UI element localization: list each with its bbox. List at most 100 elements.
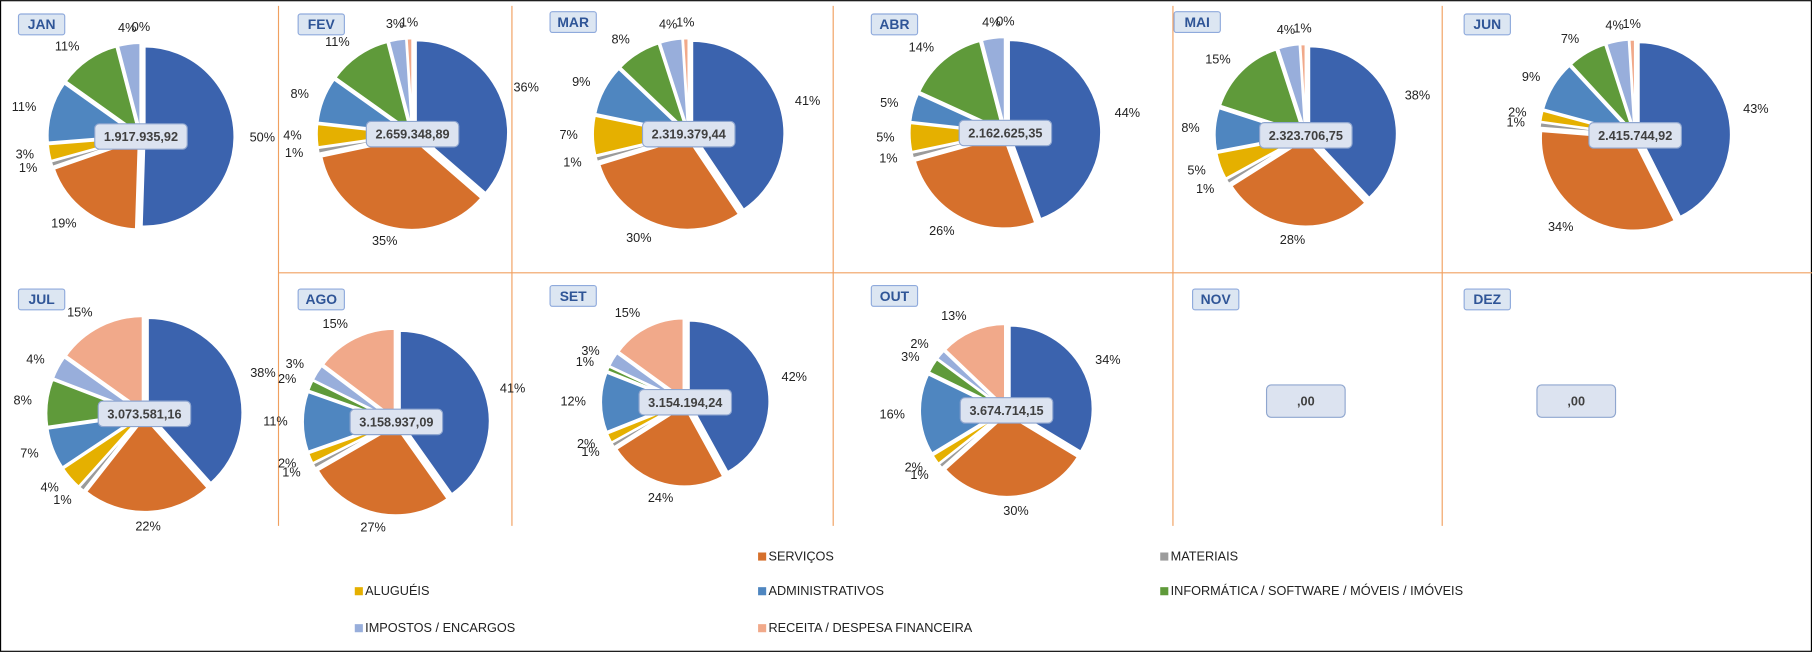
data-label: 15% bbox=[67, 305, 92, 320]
total-box bbox=[1588, 122, 1682, 149]
data-label: 2% bbox=[905, 460, 923, 475]
month-box bbox=[17, 13, 66, 36]
month-title: SET bbox=[560, 288, 587, 304]
legend-swatch bbox=[354, 624, 363, 633]
data-label: 28% bbox=[1280, 232, 1305, 247]
data-label: 1% bbox=[676, 15, 694, 30]
pie-slice bbox=[690, 39, 786, 212]
total-label: 2.319.379,44 bbox=[652, 127, 726, 142]
pie-slice bbox=[614, 403, 725, 488]
pie-slice bbox=[618, 41, 689, 133]
data-label: 22% bbox=[135, 518, 160, 533]
data-label: 7% bbox=[20, 446, 38, 461]
total-label: 3.158.937,09 bbox=[359, 414, 433, 429]
data-label: 50% bbox=[250, 130, 275, 145]
legend-swatch bbox=[758, 552, 767, 561]
data-label: 4% bbox=[283, 127, 301, 142]
data-label: 44% bbox=[1115, 105, 1140, 120]
data-label: 1% bbox=[576, 354, 594, 369]
legend-swatch bbox=[1160, 552, 1169, 561]
pie-slice bbox=[51, 355, 143, 414]
month-title: FEV bbox=[308, 16, 336, 32]
data-label: 38% bbox=[1405, 88, 1430, 103]
pie-slice bbox=[930, 411, 1005, 466]
data-label: 27% bbox=[360, 519, 385, 534]
total-box bbox=[349, 408, 444, 436]
month-box bbox=[17, 288, 66, 311]
data-label: 8% bbox=[1181, 120, 1199, 135]
pie-slice bbox=[316, 77, 414, 135]
month-box bbox=[1463, 13, 1511, 36]
data-label: 4% bbox=[1277, 22, 1295, 37]
pie-slice bbox=[917, 39, 1005, 133]
month-box bbox=[870, 13, 919, 36]
pie-slice bbox=[1213, 106, 1303, 153]
data-label: 5% bbox=[1187, 163, 1205, 178]
pie-slice bbox=[321, 327, 396, 422]
pie-slice bbox=[46, 413, 142, 470]
data-label: 11% bbox=[263, 413, 287, 428]
data-label: 34% bbox=[1095, 352, 1120, 367]
month-box bbox=[297, 13, 345, 36]
total-label: 2.659.348,89 bbox=[375, 127, 449, 142]
data-label: 1% bbox=[910, 467, 928, 482]
data-label: 38% bbox=[250, 365, 275, 380]
data-label: 12% bbox=[560, 394, 585, 409]
pie-slice bbox=[597, 136, 741, 232]
pie-slice bbox=[1218, 47, 1306, 135]
panel-separators bbox=[277, 5, 1812, 526]
pie-slice bbox=[593, 67, 690, 135]
pie-slice bbox=[140, 45, 236, 228]
pie-slice bbox=[414, 39, 510, 195]
data-label: 3% bbox=[901, 349, 919, 364]
month-title: MAR bbox=[557, 14, 589, 30]
data-label: 1% bbox=[1507, 115, 1525, 130]
legend-swatch bbox=[758, 624, 767, 633]
data-label: 36% bbox=[513, 79, 538, 94]
pie-slice bbox=[1569, 42, 1635, 134]
pie-slice bbox=[1541, 64, 1636, 136]
data-label: 15% bbox=[323, 316, 348, 331]
data-label: 1% bbox=[400, 15, 418, 30]
pie-slice bbox=[943, 322, 1007, 410]
total-box bbox=[958, 119, 1053, 147]
pie-slice bbox=[319, 136, 484, 232]
total-label: 3.073.581,16 bbox=[107, 406, 181, 421]
legend-label: INFORMÁTICA / SOFTWARE / MÓVEIS / IMÓVEI… bbox=[1171, 583, 1463, 598]
data-label: 1% bbox=[563, 155, 581, 170]
legend-swatch bbox=[354, 587, 363, 596]
pie-slice bbox=[616, 317, 685, 402]
total-label: 1.917.935,92 bbox=[104, 129, 178, 144]
data-label: 4% bbox=[1605, 18, 1623, 33]
month-title: ABR bbox=[879, 16, 909, 32]
total-box bbox=[1536, 384, 1617, 418]
data-label: 2% bbox=[278, 456, 296, 471]
month-title: NOV bbox=[1201, 291, 1232, 307]
pie-slice bbox=[1637, 40, 1733, 219]
data-label: 14% bbox=[909, 39, 934, 54]
pie-slice bbox=[1298, 42, 1307, 132]
pie-slice bbox=[591, 114, 686, 157]
pie-slice bbox=[1628, 38, 1637, 132]
data-label: 5% bbox=[876, 130, 894, 145]
data-label: 30% bbox=[1003, 503, 1028, 518]
legend-label: MATERIAIS bbox=[1171, 548, 1239, 563]
pie-slice bbox=[1007, 38, 1103, 221]
data-label: 2% bbox=[910, 336, 928, 351]
data-label: 9% bbox=[572, 74, 590, 89]
total-box bbox=[638, 388, 733, 416]
total-box bbox=[959, 397, 1054, 424]
pie-slice bbox=[607, 351, 683, 402]
pie-slice bbox=[405, 37, 414, 131]
data-label: 30% bbox=[626, 230, 651, 245]
data-label: 1% bbox=[879, 151, 897, 166]
data-label: 15% bbox=[1205, 52, 1230, 67]
total-label: 2.415.744,92 bbox=[1598, 128, 1672, 143]
legend-label: RECEITA / DESPESA FINANCEIRA bbox=[768, 620, 972, 635]
legend-swatch bbox=[1160, 587, 1169, 596]
total-label: 3.154.194,24 bbox=[648, 395, 722, 410]
month-box bbox=[549, 284, 597, 307]
data-label: 4% bbox=[118, 20, 136, 35]
